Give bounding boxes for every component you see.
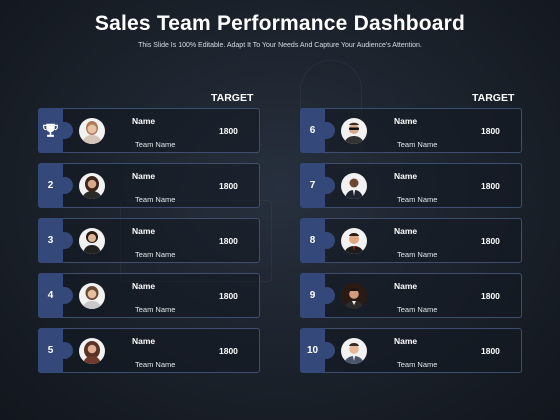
member-name: Name (132, 226, 156, 236)
rank-number: 9 (309, 290, 316, 301)
team-name: Team Name (135, 305, 176, 314)
avatar (79, 118, 105, 144)
target-value: 1800 (219, 291, 238, 301)
performance-card: 6 Name Team Name 1800 (300, 108, 522, 153)
rank-number: 5 (47, 345, 54, 356)
member-name: Name (394, 336, 418, 346)
avatar (79, 228, 105, 254)
avatar (341, 118, 367, 144)
member-name: Name (132, 171, 156, 181)
performance-card: 3 Name Team Name 1800 (38, 218, 260, 263)
right-target-header: TARGET (472, 92, 515, 104)
rank-badge: 3 (38, 218, 63, 263)
performance-card: 8 Name Team Name 1800 (300, 218, 522, 263)
target-value: 1800 (481, 236, 500, 246)
page-title: Sales Team Performance Dashboard (94, 12, 466, 35)
performance-card: 9 Name Team Name 1800 (300, 273, 522, 318)
avatar (341, 173, 367, 199)
avatar (341, 283, 367, 309)
avatar (79, 173, 105, 199)
performance-card: 4 Name Team Name 1800 (38, 273, 260, 318)
target-value: 1800 (219, 181, 238, 191)
target-value: 1800 (481, 126, 500, 136)
performance-card: 10 Name Team Name 1800 (300, 328, 522, 373)
member-name: Name (132, 336, 156, 346)
member-name: Name (394, 281, 418, 291)
rank-number: 7 (309, 180, 316, 191)
member-name: Name (132, 116, 156, 126)
page-subtitle: This Slide Is 100% Editable. Adapt It To… (138, 42, 422, 49)
left-target-header: TARGET (211, 92, 254, 104)
target-value: 1800 (219, 126, 238, 136)
member-name: Name (394, 226, 418, 236)
rank-badge: 6 (300, 108, 325, 153)
rank-badge: 5 (38, 328, 63, 373)
member-name: Name (132, 281, 156, 291)
performance-card: Name Team Name 1800 (38, 108, 260, 153)
team-name: Team Name (135, 140, 176, 149)
target-value: 1800 (481, 181, 500, 191)
target-value: 1800 (219, 236, 238, 246)
rank-number: 10 (306, 345, 319, 356)
team-name: Team Name (135, 195, 176, 204)
team-name: Team Name (397, 305, 438, 314)
rank-badge (38, 108, 63, 153)
team-name: Team Name (135, 360, 176, 369)
rank-badge: 4 (38, 273, 63, 318)
member-name: Name (394, 171, 418, 181)
performance-card: 7 Name Team Name 1800 (300, 163, 522, 208)
team-name: Team Name (397, 250, 438, 259)
avatar (79, 283, 105, 309)
team-name: Team Name (397, 140, 438, 149)
rank-badge: 9 (300, 273, 325, 318)
avatar (79, 338, 105, 364)
rank-badge: 10 (300, 328, 325, 373)
rank-number: 2 (47, 180, 54, 191)
performance-card: 2 Name Team Name 1800 (38, 163, 260, 208)
performance-card: 5 Name Team Name 1800 (38, 328, 260, 373)
trophy-icon (43, 123, 58, 137)
team-name: Team Name (397, 195, 438, 204)
team-name: Team Name (135, 250, 176, 259)
rank-badge: 7 (300, 163, 325, 208)
target-value: 1800 (481, 291, 500, 301)
rank-number: 6 (309, 125, 316, 136)
rank-number: 3 (47, 235, 54, 246)
target-value: 1800 (481, 346, 500, 356)
rank-badge: 2 (38, 163, 63, 208)
member-name: Name (394, 116, 418, 126)
target-value: 1800 (219, 346, 238, 356)
avatar (341, 338, 367, 364)
rank-number: 4 (47, 290, 54, 301)
avatar (341, 228, 367, 254)
rank-number: 8 (309, 235, 316, 246)
rank-badge: 8 (300, 218, 325, 263)
team-name: Team Name (397, 360, 438, 369)
